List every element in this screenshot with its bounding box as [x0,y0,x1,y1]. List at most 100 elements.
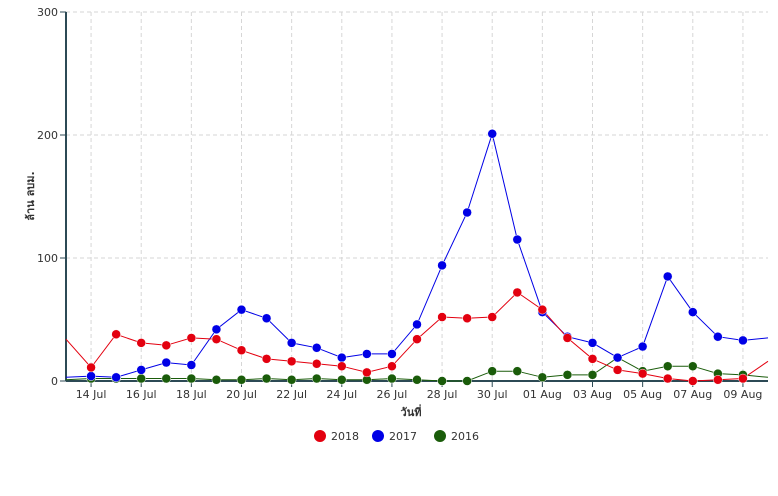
data-point-2017[interactable] [136,365,146,375]
data-point-2016[interactable] [136,373,146,384]
data-point-2017[interactable] [512,234,523,245]
data-point-2018[interactable] [587,354,598,364]
legend: 2018 2017 2016 [314,430,479,443]
data-point-2016[interactable] [337,375,347,385]
data-point-2018[interactable] [562,333,573,343]
y-axis-ticks: 0 100 200 300 [37,6,66,388]
data-point-2018[interactable] [286,356,297,367]
x-tick-label: 09 Aug [723,388,762,401]
x-tick-label: 16 Jul [126,388,157,401]
data-point-2016[interactable] [688,361,698,371]
x-tick-label: 20 Jul [226,388,257,401]
data-point-2017[interactable] [688,307,698,317]
data-point-2017[interactable] [161,357,172,368]
data-point-2016[interactable] [261,373,272,384]
data-point-2016[interactable] [387,373,397,384]
data-point-2017[interactable] [337,352,347,363]
x-tick-label: 22 Jul [276,388,307,401]
data-point-2017[interactable] [111,372,121,383]
grid-lines [66,11,768,381]
x-tick-label: 30 Jul [477,388,508,401]
data-point-2016[interactable] [211,375,222,385]
data-point-2018[interactable] [662,373,673,384]
data-point-2017[interactable] [311,343,322,353]
data-point-2016[interactable] [186,373,197,384]
data-point-2018[interactable] [738,373,748,384]
data-point-2016[interactable] [286,375,297,385]
data-point-2017[interactable] [487,129,497,139]
x-tick-label: 26 Jul [377,388,408,401]
data-point-2018[interactable] [311,359,322,369]
legend-label: 2016 [451,430,479,443]
data-point-2017[interactable] [186,360,197,370]
data-point-2016[interactable] [412,375,422,385]
y-tick-label: 200 [37,129,58,142]
data-point-2017[interactable] [662,271,673,282]
x-tick-label: 24 Jul [326,388,357,401]
data-point-2016[interactable] [437,376,447,386]
data-point-2018[interactable] [437,312,447,322]
y-tick-label: 300 [37,6,58,19]
data-point-2018[interactable] [688,376,698,386]
data-point-2018[interactable] [111,329,121,340]
data-point-2018[interactable] [236,345,247,355]
data-point-2016[interactable] [311,373,322,384]
data-point-2018[interactable] [612,365,623,375]
data-point-2017[interactable] [412,319,422,330]
legend-item-2016[interactable]: 2016 [434,430,479,443]
data-point-2017[interactable] [462,207,472,218]
data-point-2018[interactable] [713,375,723,385]
legend-label: 2018 [331,430,359,443]
data-point-2018[interactable] [412,334,422,344]
data-point-2018[interactable] [387,361,397,371]
data-point-2018[interactable] [86,362,96,373]
legend-item-2017[interactable]: 2017 [372,430,417,443]
data-point-2016[interactable] [462,376,472,386]
data-point-2017[interactable] [612,352,623,363]
data-point-2018[interactable] [337,361,347,371]
data-point-2017[interactable] [86,371,96,381]
data-point-2017[interactable] [437,260,447,271]
legend-marker [372,430,384,442]
legend-label: 2017 [389,430,417,443]
data-point-2016[interactable] [537,372,548,383]
data-point-2017[interactable] [211,324,222,335]
data-point-2018[interactable] [537,304,548,315]
data-point-2017[interactable] [236,304,247,315]
data-point-2016[interactable] [562,370,573,380]
data-point-2018[interactable] [211,334,222,344]
legend-marker [434,430,446,442]
data-point-2017[interactable] [738,335,748,346]
data-point-2016[interactable] [487,366,497,376]
x-tick-label: 03 Aug [573,388,612,401]
data-point-2018[interactable] [512,287,523,298]
data-point-2016[interactable] [236,375,247,385]
data-point-2017[interactable] [637,341,648,352]
data-point-2018[interactable] [487,312,497,322]
data-point-2018[interactable] [186,333,197,343]
data-point-2016[interactable] [512,366,523,376]
x-tick-label: 18 Jul [176,388,207,401]
data-point-2018[interactable] [161,340,172,351]
data-point-2016[interactable] [161,373,172,384]
y-tick-label: 100 [37,252,58,265]
data-point-2017[interactable] [713,331,723,342]
x-tick-label: 01 Aug [523,388,562,401]
data-point-2018[interactable] [637,368,648,379]
data-point-2017[interactable] [387,349,397,359]
x-axis-title: วันที่ [401,404,422,419]
data-point-2018[interactable] [261,354,272,364]
data-point-2016[interactable] [587,370,598,380]
data-point-2017[interactable] [261,313,272,324]
data-point-2018[interactable] [136,338,146,348]
data-point-2017[interactable] [587,338,598,348]
data-point-2017[interactable] [362,349,372,359]
data-point-2017[interactable] [286,338,297,348]
data-point-2016[interactable] [662,361,673,371]
data-point-2018[interactable] [362,367,372,378]
x-axis-ticks: 14 Jul 16 Jul 18 Jul 20 Jul 22 Jul 24 Jul 26 J… [76,381,762,401]
legend-item-2018[interactable]: 2018 [314,430,359,443]
data-point-2018[interactable] [462,313,472,324]
x-tick-label: 28 Jul [427,388,458,401]
